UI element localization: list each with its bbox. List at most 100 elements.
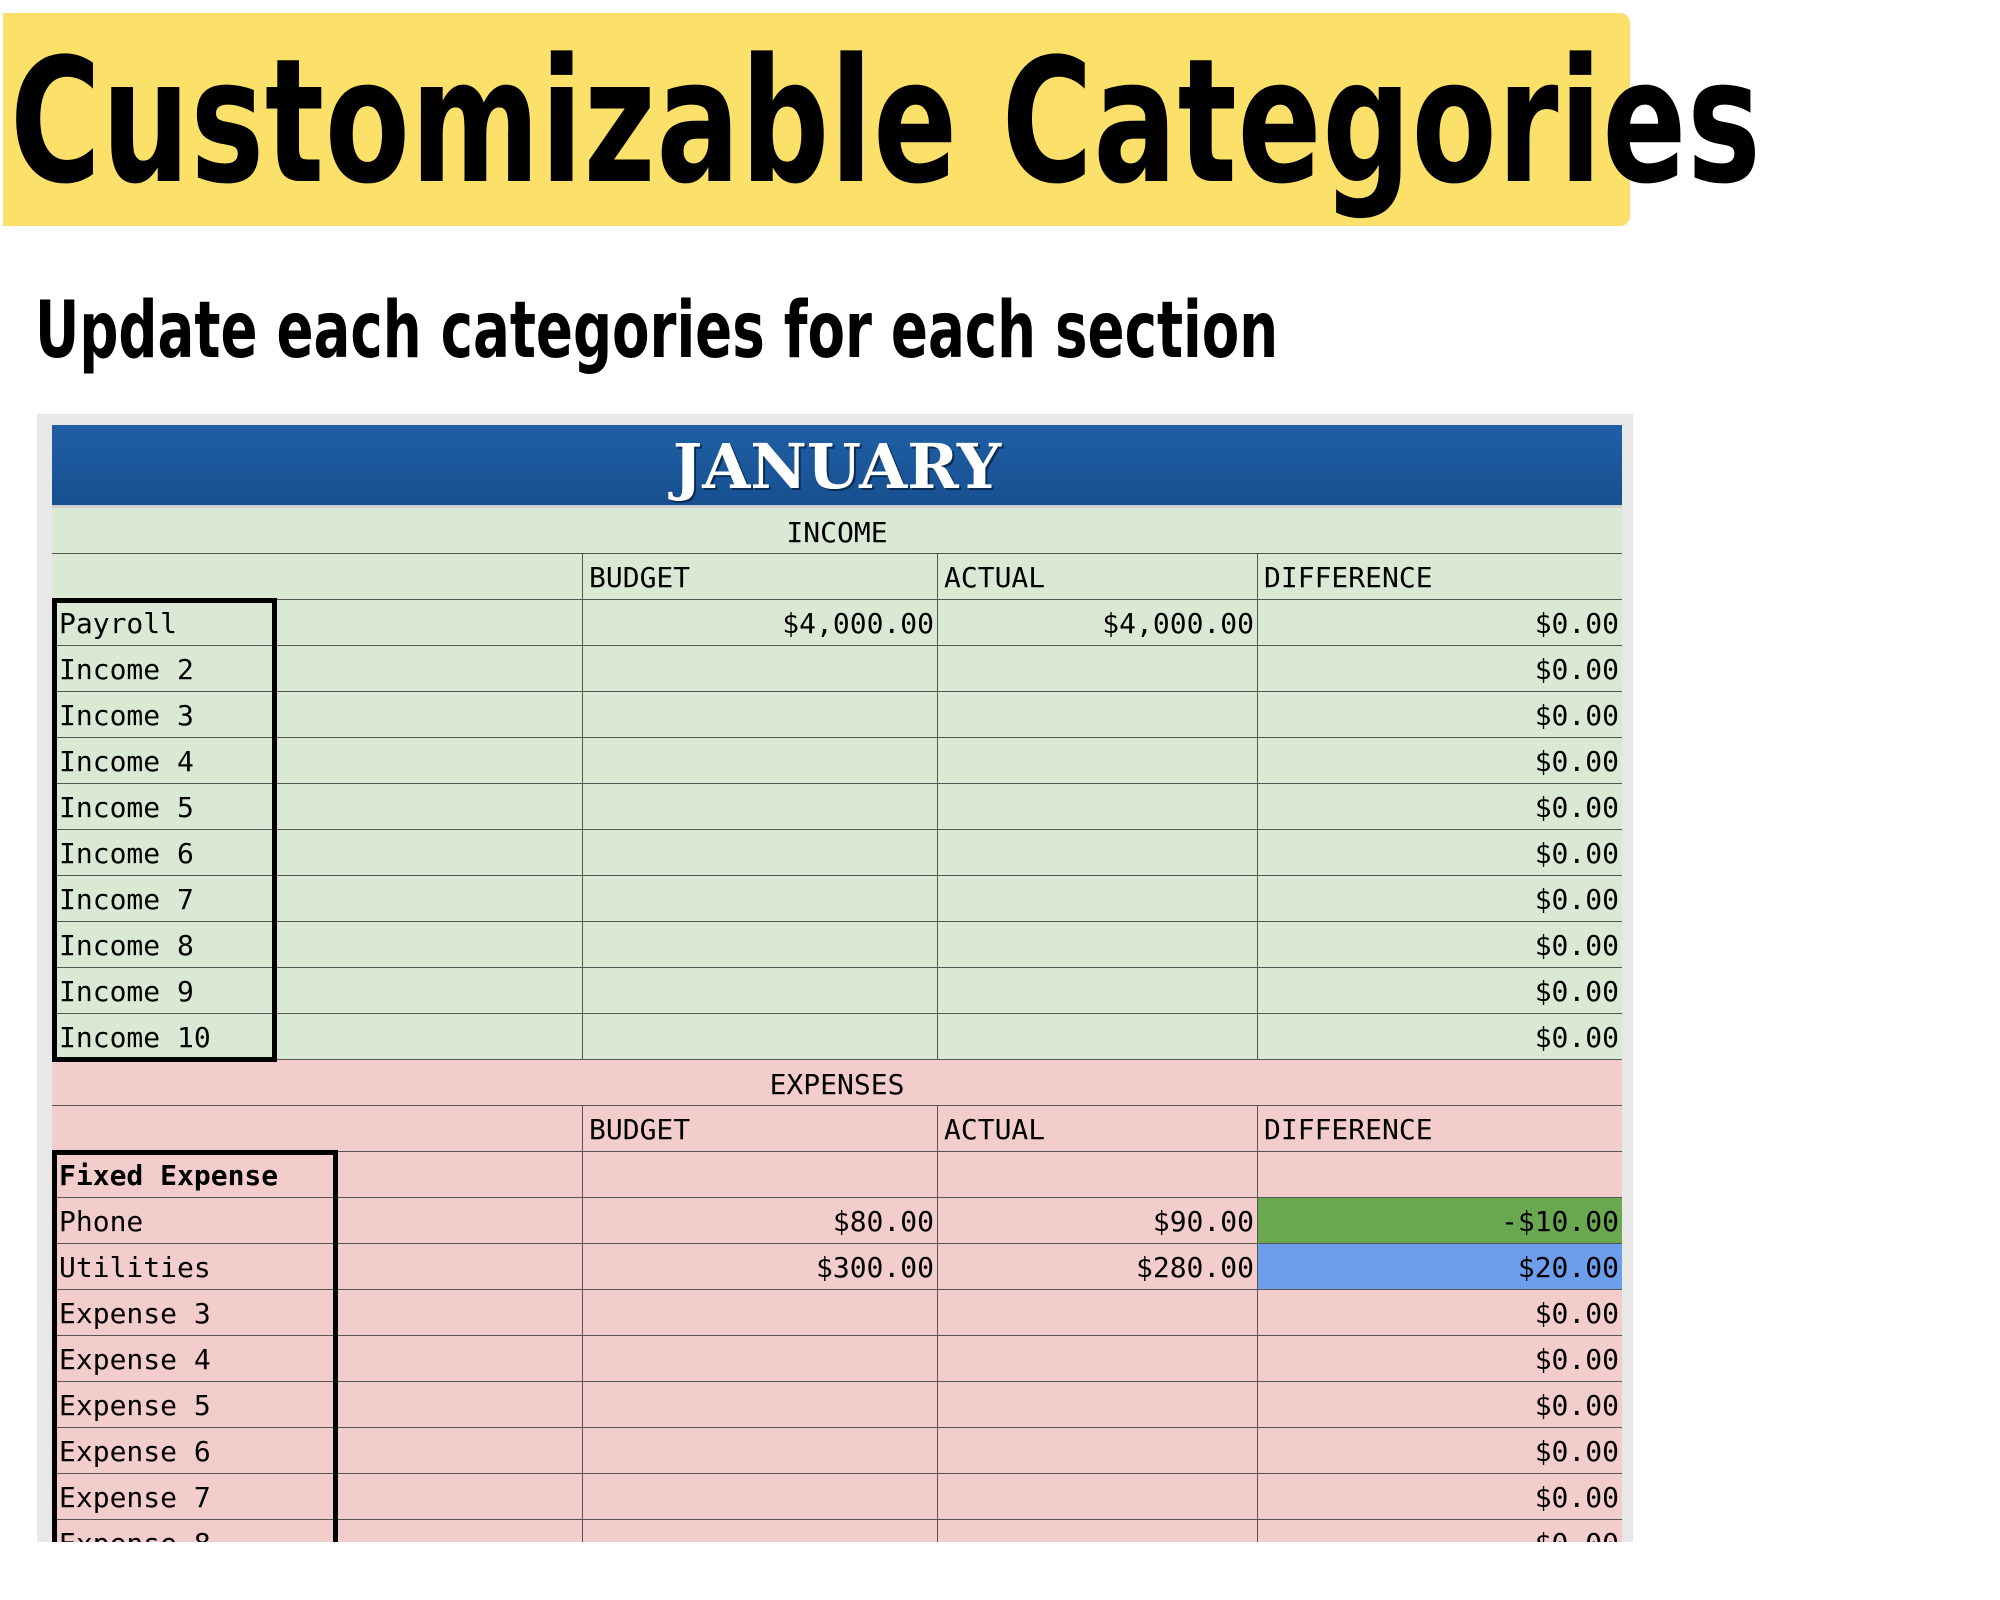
difference-cell: $0.00 [1257,1474,1622,1519]
budget-cell[interactable]: $300.00 [582,1244,937,1289]
category-cell[interactable]: Expense 3 [59,1297,211,1330]
difference-cell: $0.00 [1257,1428,1622,1473]
difference-cell: $0.00 [1257,968,1622,1013]
expense-header-row: BUDGET ACTUAL DIFFERENCE [52,1106,1622,1152]
actual-cell[interactable] [937,830,1257,875]
expense-title-row: EXPENSES [52,1060,1622,1106]
actual-cell[interactable] [937,1428,1257,1473]
title-banner [3,13,1630,226]
category-cell[interactable]: Income 4 [59,745,194,778]
difference-cell: $0.00 [1257,1382,1622,1427]
budget-cell[interactable] [582,1474,937,1519]
actual-cell[interactable] [937,1474,1257,1519]
difference-cell: $0.00 [1257,922,1622,967]
category-cell[interactable]: Phone [59,1205,144,1238]
category-cell[interactable]: Income 6 [59,837,194,870]
actual-cell [937,1152,1257,1197]
actual-cell[interactable] [937,1290,1257,1335]
actual-cell[interactable] [937,876,1257,921]
expense-row: Expense 6 $0.00 [52,1428,1622,1474]
actual-cell[interactable] [937,1520,1257,1542]
month-header: JANUARY [52,425,1622,508]
difference-cell: $0.00 [1257,600,1622,645]
difference-cell: $20.00 [1257,1244,1622,1289]
spreadsheet-screenshot: JANUARY INCOME BUDGET ACTUAL DIFFERENCE Payr… [37,414,1633,1542]
difference-cell [1257,1152,1622,1197]
actual-cell[interactable]: $90.00 [937,1198,1257,1243]
difference-cell: $0.00 [1257,1014,1622,1059]
income-row: Income 4 $0.00 [52,738,1622,784]
actual-cell[interactable] [937,1382,1257,1427]
category-cell[interactable]: Expense 5 [59,1389,211,1422]
income-row: Income 9 $0.00 [52,968,1622,1014]
actual-cell[interactable] [937,1336,1257,1381]
actual-cell[interactable] [937,968,1257,1013]
category-cell[interactable]: Income 8 [59,929,194,962]
category-cell[interactable]: Income 10 [59,1021,211,1054]
budget-table: JANUARY INCOME BUDGET ACTUAL DIFFERENCE Payr… [52,425,1622,1542]
difference-cell: $0.00 [1257,738,1622,783]
income-row: Income 8 $0.00 [52,922,1622,968]
expense-header-budget: BUDGET [582,1106,937,1151]
difference-cell: $0.00 [1257,646,1622,691]
income-header-budget: BUDGET [582,554,937,599]
budget-cell[interactable] [582,1520,937,1542]
budget-cell[interactable] [582,1014,937,1059]
budget-cell[interactable] [582,646,937,691]
budget-cell[interactable]: $80.00 [582,1198,937,1243]
income-row: Income 10 $0.00 [52,1014,1622,1060]
difference-cell: $0.00 [1257,784,1622,829]
difference-cell: $0.00 [1257,876,1622,921]
expense-row: Expense 7 $0.00 [52,1474,1622,1520]
budget-cell[interactable] [582,692,937,737]
category-cell[interactable]: Expense 7 [59,1481,211,1514]
budget-cell[interactable] [582,1336,937,1381]
income-row: Income 5 $0.00 [52,784,1622,830]
difference-cell: -$10.00 [1257,1198,1622,1243]
budget-cell[interactable] [582,968,937,1013]
category-cell[interactable]: Utilities [59,1251,211,1284]
budget-cell[interactable] [582,876,937,921]
budget-cell[interactable]: $4,000.00 [582,600,937,645]
expense-row: Expense 8 $0.00 [52,1520,1622,1542]
budget-cell[interactable] [582,830,937,875]
actual-cell[interactable] [937,738,1257,783]
difference-cell: $0.00 [1257,830,1622,875]
budget-cell[interactable] [582,922,937,967]
income-section-title: INCOME [786,516,888,549]
expense-section: EXPENSES BUDGET ACTUAL DIFFERENCE Fixed Expe… [52,1060,1622,1542]
expense-group-label: Fixed Expense [59,1159,279,1192]
category-cell[interactable]: Expense 6 [59,1435,211,1468]
actual-cell[interactable]: $280.00 [937,1244,1257,1289]
budget-cell[interactable] [582,1382,937,1427]
budget-cell[interactable] [582,1428,937,1473]
income-header-row: BUDGET ACTUAL DIFFERENCE [52,554,1622,600]
income-row: Income 7 $0.00 [52,876,1622,922]
actual-cell[interactable]: $4,000.00 [937,600,1257,645]
expense-header-difference: DIFFERENCE [1257,1106,1622,1151]
income-row: Payroll $4,000.00 $4,000.00 $0.00 [52,600,1622,646]
actual-cell[interactable] [937,692,1257,737]
category-cell[interactable]: Income 7 [59,883,194,916]
difference-cell: $0.00 [1257,1290,1622,1335]
category-cell[interactable]: Expense 8 [52,1520,582,1542]
category-cell[interactable]: Expense 4 [59,1343,211,1376]
actual-cell[interactable] [937,784,1257,829]
actual-cell[interactable] [937,1014,1257,1059]
actual-cell[interactable] [937,922,1257,967]
category-cell[interactable]: Payroll [59,607,178,640]
budget-cell[interactable] [582,784,937,829]
actual-cell[interactable] [937,646,1257,691]
category-cell[interactable]: Income 2 [59,653,194,686]
income-row: Income 3 $0.00 [52,692,1622,738]
category-cell[interactable]: Income 3 [59,699,194,732]
budget-cell[interactable] [582,738,937,783]
category-cell[interactable]: Income 5 [59,791,194,824]
budget-cell[interactable] [582,1290,937,1335]
difference-cell: $0.00 [1257,1336,1622,1381]
category-cell[interactable]: Income 9 [59,975,194,1008]
income-title-row: INCOME [52,508,1622,554]
page-subtitle: Update each categories for each section [35,286,1279,376]
expense-row: Utilities $300.00 $280.00 $20.00 [52,1244,1622,1290]
expense-row: Expense 5 $0.00 [52,1382,1622,1428]
